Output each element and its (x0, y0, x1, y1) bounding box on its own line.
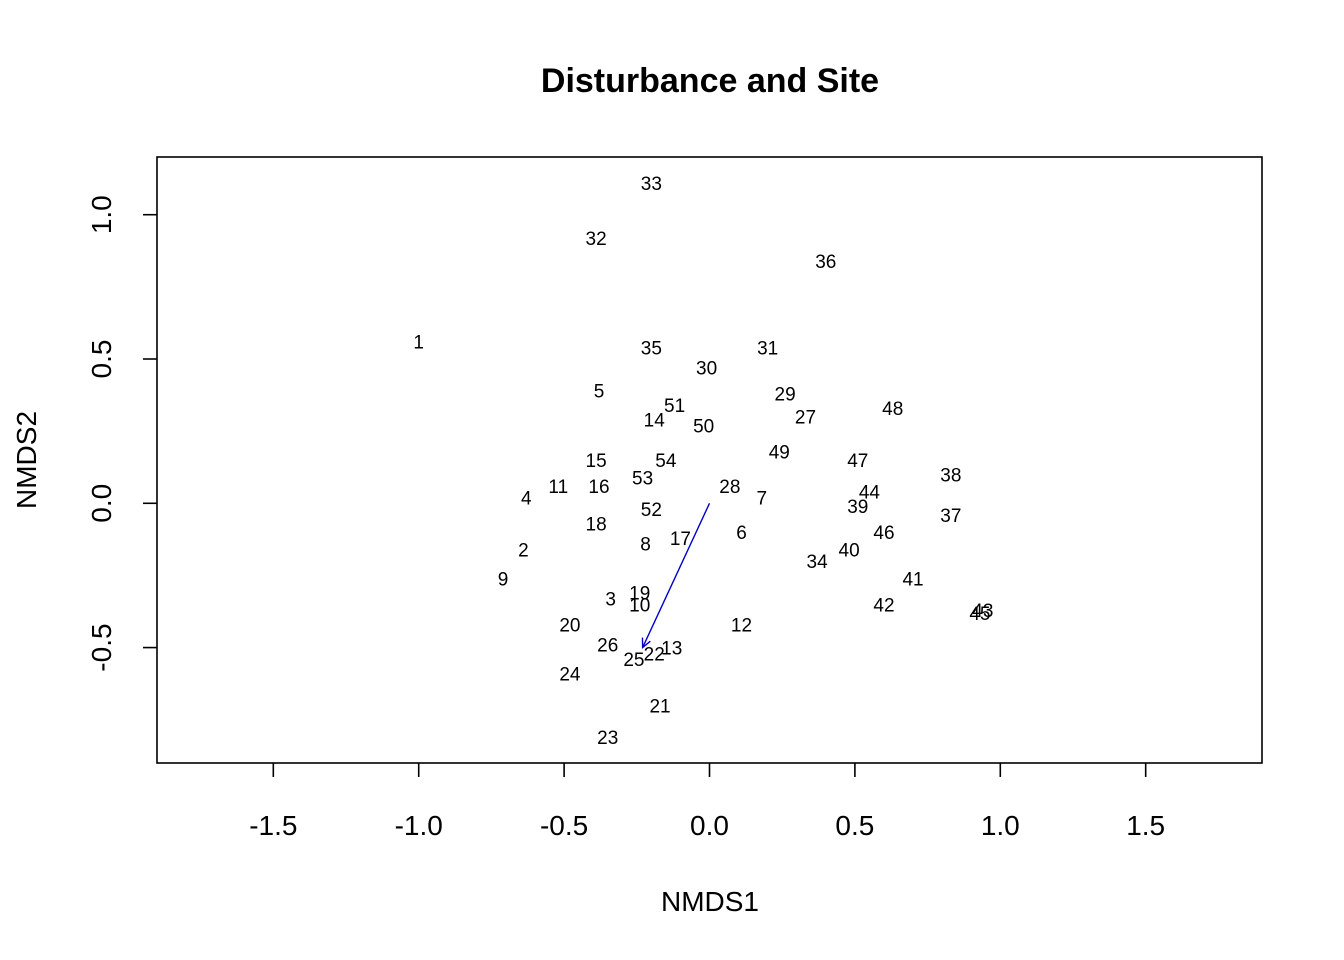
site-label: 52 (641, 500, 662, 521)
site-label: 13 (661, 639, 682, 660)
chart-title: Disturbance and Site (541, 62, 879, 100)
x-tick-label: 1.5 (1126, 810, 1165, 841)
y-tick-label: 0.5 (86, 340, 117, 379)
site-label: 48 (882, 399, 903, 420)
x-tick-label: 0.0 (690, 810, 729, 841)
site-label: 5 (594, 382, 605, 403)
site-label: 22 (644, 644, 665, 665)
site-label: 3 (605, 590, 616, 611)
site-label: 10 (629, 595, 650, 616)
site-label: 25 (623, 650, 644, 671)
x-tick-label: 0.5 (835, 810, 874, 841)
site-label: 32 (586, 229, 607, 250)
point-labels: 1234567891011121314151617181920212223242… (413, 174, 993, 749)
site-label: 11 (548, 477, 568, 498)
y-axis-title: NMDS2 (11, 411, 42, 509)
site-label: 30 (696, 359, 717, 380)
site-label: 14 (644, 411, 666, 432)
y-tick-label: 0.0 (86, 484, 117, 523)
site-label: 37 (940, 506, 961, 527)
site-label: 46 (873, 523, 894, 544)
site-label: 40 (839, 540, 860, 561)
site-label: 28 (719, 477, 740, 498)
env-vectors (641, 502, 711, 650)
site-label: 12 (731, 615, 752, 636)
site-label: 8 (640, 535, 651, 556)
site-label: 4 (521, 489, 532, 510)
site-label: 9 (498, 569, 509, 590)
site-label: 34 (807, 552, 829, 573)
site-label: 36 (815, 252, 836, 273)
site-label: 19 (629, 584, 650, 605)
site-label: 53 (632, 468, 653, 489)
site-label: 26 (597, 636, 618, 657)
site-label: 20 (559, 615, 580, 636)
x-axis-title: NMDS1 (661, 886, 759, 917)
site-label: 44 (859, 483, 881, 504)
site-label: 43 (972, 601, 993, 622)
site-label: 38 (940, 465, 961, 486)
site-label: 27 (795, 408, 816, 429)
site-label: 1 (413, 333, 424, 354)
site-label: 6 (736, 523, 747, 544)
site-label: 39 (847, 497, 868, 518)
site-label: 29 (775, 385, 796, 406)
site-label: 24 (559, 665, 581, 686)
site-label: 23 (597, 728, 618, 749)
vector-arrowhead (641, 637, 651, 650)
x-axis: -1.5 -1.0 -0.5 0.0 0.5 1.0 1.5 (249, 763, 1165, 841)
site-label: 35 (641, 338, 662, 359)
y-tick-label: -0.5 (86, 623, 117, 671)
site-label: 18 (586, 514, 607, 535)
site-label: 54 (655, 451, 677, 472)
x-tick-label: -1.0 (395, 810, 443, 841)
vector-line (641, 502, 711, 648)
y-tick-label: 1.0 (86, 195, 117, 234)
site-label: 31 (757, 338, 778, 359)
site-label: 17 (670, 529, 691, 550)
x-tick-label: -1.5 (249, 810, 297, 841)
site-label: 33 (641, 174, 662, 195)
site-label: 50 (693, 416, 714, 437)
x-tick-label: 1.0 (981, 810, 1020, 841)
site-label: 21 (649, 696, 670, 717)
plot-frame (156, 156, 1263, 764)
site-label: 15 (586, 451, 607, 472)
site-label: 16 (588, 477, 609, 498)
y-axis: -0.5 0.0 0.5 1.0 (86, 195, 157, 672)
site-label: 47 (847, 451, 868, 472)
x-tick-label: -0.5 (540, 810, 588, 841)
site-label: 49 (769, 442, 790, 463)
site-label: 2 (518, 540, 529, 561)
site-label: 41 (902, 569, 923, 590)
site-label: 51 (664, 396, 685, 417)
site-label: 42 (873, 595, 894, 616)
site-label: 45 (969, 604, 990, 625)
site-label: 7 (757, 489, 768, 510)
